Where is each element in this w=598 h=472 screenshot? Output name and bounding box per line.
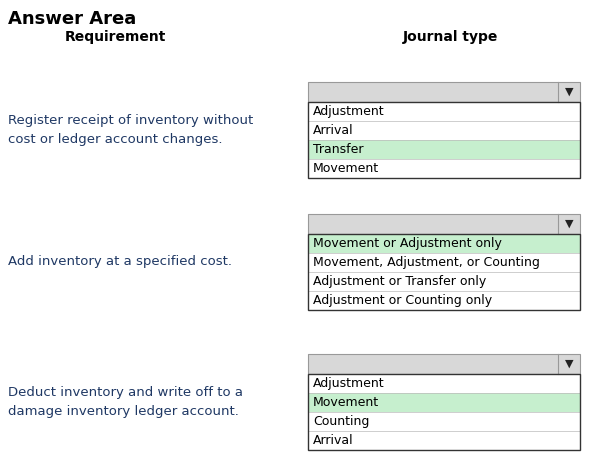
Bar bbox=[308, 234, 580, 310]
Text: ▼: ▼ bbox=[565, 219, 573, 229]
Text: Counting: Counting bbox=[313, 415, 370, 428]
Bar bbox=[308, 393, 580, 412]
Text: Register receipt of inventory without
cost or ledger account changes.: Register receipt of inventory without co… bbox=[8, 114, 253, 146]
Text: Transfer: Transfer bbox=[313, 143, 364, 156]
Text: Adjustment or Transfer only: Adjustment or Transfer only bbox=[313, 275, 486, 288]
Text: Arrival: Arrival bbox=[313, 124, 353, 137]
Bar bbox=[308, 214, 580, 234]
Text: Movement, Adjustment, or Counting: Movement, Adjustment, or Counting bbox=[313, 256, 540, 269]
Text: Journal type: Journal type bbox=[402, 30, 498, 44]
Bar bbox=[308, 354, 580, 374]
Text: Deduct inventory and write off to a
damage inventory ledger account.: Deduct inventory and write off to a dama… bbox=[8, 386, 243, 418]
Text: Adjustment or Counting only: Adjustment or Counting only bbox=[313, 294, 492, 307]
Bar bbox=[308, 140, 580, 159]
Bar bbox=[558, 214, 580, 234]
Bar bbox=[308, 82, 558, 102]
Bar bbox=[558, 354, 580, 374]
Text: Movement: Movement bbox=[313, 162, 379, 175]
Bar bbox=[308, 214, 558, 234]
Bar bbox=[308, 102, 580, 178]
Text: ▼: ▼ bbox=[565, 87, 573, 97]
Bar bbox=[308, 354, 558, 374]
Bar bbox=[308, 102, 580, 178]
Bar bbox=[558, 82, 580, 102]
Text: Answer Area: Answer Area bbox=[8, 10, 136, 28]
Bar bbox=[308, 234, 580, 253]
Text: ▼: ▼ bbox=[565, 359, 573, 369]
Text: Add inventory at a specified cost.: Add inventory at a specified cost. bbox=[8, 255, 232, 269]
Text: Arrival: Arrival bbox=[313, 434, 353, 447]
Bar bbox=[308, 234, 580, 310]
Text: Adjustment: Adjustment bbox=[313, 105, 385, 118]
Bar bbox=[308, 374, 580, 450]
Text: Adjustment: Adjustment bbox=[313, 377, 385, 390]
Text: Requirement: Requirement bbox=[65, 30, 166, 44]
Bar bbox=[308, 82, 580, 102]
Text: Movement or Adjustment only: Movement or Adjustment only bbox=[313, 237, 502, 250]
Text: Movement: Movement bbox=[313, 396, 379, 409]
Bar bbox=[308, 374, 580, 450]
